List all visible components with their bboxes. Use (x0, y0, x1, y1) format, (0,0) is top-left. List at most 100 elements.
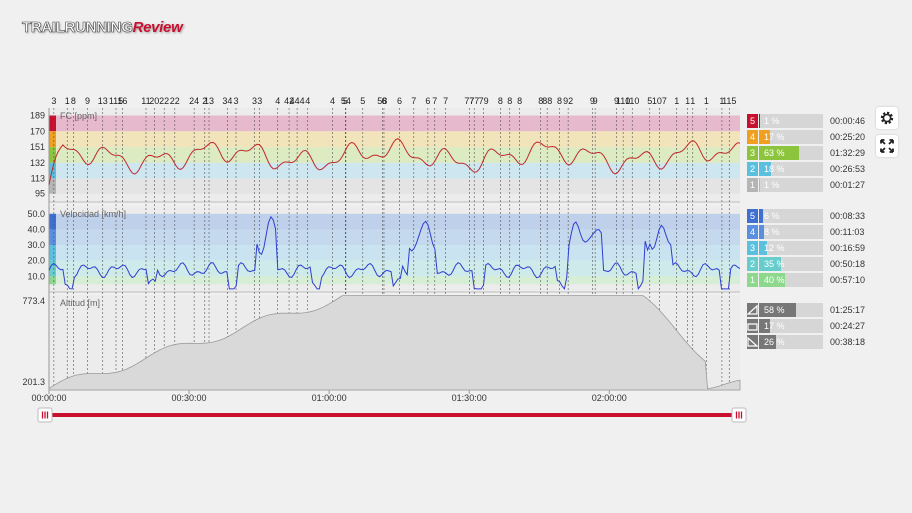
lap-marker-label: 8 (71, 96, 76, 106)
zone-band-0-2 (49, 162, 740, 179)
expand-icon (880, 139, 894, 153)
zone-percent-bar: 12 % (759, 241, 823, 255)
zone-time: 00:38:18 (830, 337, 866, 347)
hr-tick-label: 132 (30, 158, 45, 168)
zone-percent-fill (759, 146, 800, 160)
panel-titles: FC [ppm] Velocidad [km/h] Altitud [m] (60, 111, 126, 308)
zone-summary-row: 58 % (746, 303, 823, 317)
zone-number: 4 (747, 225, 758, 239)
hr-tick-label: 170 (30, 126, 45, 136)
zone-percent-fill (759, 114, 761, 128)
slider-handle-right[interactable] (731, 407, 747, 423)
grip-icon (735, 411, 743, 419)
zone-percent: 1 % (764, 180, 780, 190)
lap-marker-label: 3 (252, 96, 257, 106)
zone-percent: 17 % (764, 321, 785, 331)
x-tick-label: 00:00:00 (31, 393, 66, 403)
zone-time: 00:24:27 (830, 321, 866, 331)
zone-percent: 17 % (764, 132, 785, 142)
speed-tick-label: 40.0 (27, 224, 45, 234)
brand-part2: Review (132, 19, 183, 36)
zone-summary-row: 26 % (747, 335, 823, 349)
zone-percent-fill (759, 303, 797, 317)
zone-band-marker-1-3 (49, 245, 56, 261)
lap-marker-label: 8 (557, 96, 562, 106)
zone-time: 00:16:59 (830, 243, 866, 253)
zone-percent-bar: 63 % (759, 146, 823, 160)
lap-marker-label: 79 (479, 96, 489, 106)
x-tick-label: 01:30:00 (452, 393, 487, 403)
zone-percent: 40 % (764, 275, 785, 285)
zone-summary-row: 1 1 % (747, 178, 823, 192)
lap-marker-label: 22 (170, 96, 180, 106)
lap-marker-label: 3 (51, 96, 56, 106)
lap-marker-label: 9 (593, 96, 598, 106)
zone-time: 00:57:10 (830, 275, 866, 285)
lap-marker-label: 8 (517, 96, 522, 106)
settings-button[interactable] (876, 107, 898, 129)
lap-marker-label: 9 (590, 96, 595, 106)
brand-part1: TRAILRUNNING (22, 19, 133, 37)
lap-marker-label: 7 (432, 96, 437, 106)
lap-marker-label: 110 (616, 96, 630, 106)
zone-summary-row: 2 18 % (747, 162, 823, 176)
zone-time: 00:50:18 (830, 259, 866, 269)
zone-percent-bar: 6 % (759, 209, 823, 223)
lap-marker-label: 77 (469, 96, 479, 106)
lap-marker-label: 24 (189, 96, 199, 106)
uphill-icon (746, 303, 758, 317)
lap-marker-label: 8 (498, 96, 503, 106)
lap-marker-label: 92 (563, 96, 573, 106)
lap-marker-label: 5 (647, 96, 652, 106)
panel-title-1: Velocidad [km/h] (60, 209, 126, 219)
zone-band-1-1 (49, 276, 740, 285)
zone-percent: 26 % (764, 337, 785, 347)
zone-percent-bar: 40 % (759, 273, 823, 287)
fullscreen-button[interactable] (876, 135, 898, 157)
zone-number: 5 (747, 114, 758, 128)
speed-line (48, 215, 741, 291)
zone-percent-fill (759, 225, 765, 239)
zone-percent-bar: 17 % (759, 319, 823, 333)
zone-percent-bar: 8 % (759, 225, 823, 239)
zone-summary-row: 5 1 % (747, 114, 823, 128)
zone-percent-bar: 35 % (759, 257, 823, 271)
zone-summary-row: 5 6 % (747, 209, 823, 223)
slider-track (47, 413, 742, 417)
lap-marker-label: 107 (652, 96, 667, 106)
series (48, 138, 741, 391)
zone-percent-bar: 1 % (759, 114, 823, 128)
lap-marker-label: 4 (330, 96, 335, 106)
zone-time: 01:32:29 (830, 148, 866, 158)
zone-band-marker-1-1 (49, 276, 56, 285)
zone-percent-bar: 17 % (759, 130, 823, 144)
zone-band-marker-1-4 (49, 229, 56, 246)
zone-percent-fill (759, 178, 761, 192)
lap-marker-label: 1 (685, 96, 690, 106)
lap-marker-label: 115 (109, 96, 123, 106)
x-tick-label: 00:30:00 (172, 393, 207, 403)
lap-marker-label: 3 (234, 96, 239, 106)
zone-percent-bar: 1 % (759, 178, 823, 192)
zone-summary-row: 17 % (747, 319, 823, 333)
x-tick-label: 02:00:00 (592, 393, 627, 403)
lap-marker-label: 9 (85, 96, 90, 106)
lap-marker-label: 16 (117, 96, 127, 106)
zone-percent: 8 % (764, 227, 780, 237)
lap-marker-label: 1 (690, 96, 695, 106)
zone-summary-row: 2 35 % (747, 257, 823, 271)
zone-percent-bar: 58 % (759, 303, 823, 317)
lap-marker-label: 77 (464, 96, 474, 106)
lap-marker-label: 110 (625, 96, 639, 106)
zone-summary-row: 4 17 % (747, 130, 823, 144)
zone-percent-fill (759, 241, 767, 255)
grip-icon (41, 411, 49, 419)
lap-marker-label: 9 (614, 96, 619, 106)
zone-percent: 12 % (764, 243, 785, 253)
speed-tick-label: 10.0 (27, 271, 45, 281)
zone-band-1-4 (49, 229, 740, 246)
slider-handle-left[interactable] (37, 407, 53, 423)
hr-tick-label: 151 (30, 142, 45, 152)
hr-tick-label: 95 (35, 189, 45, 199)
zone-time: 00:11:03 (830, 227, 865, 237)
